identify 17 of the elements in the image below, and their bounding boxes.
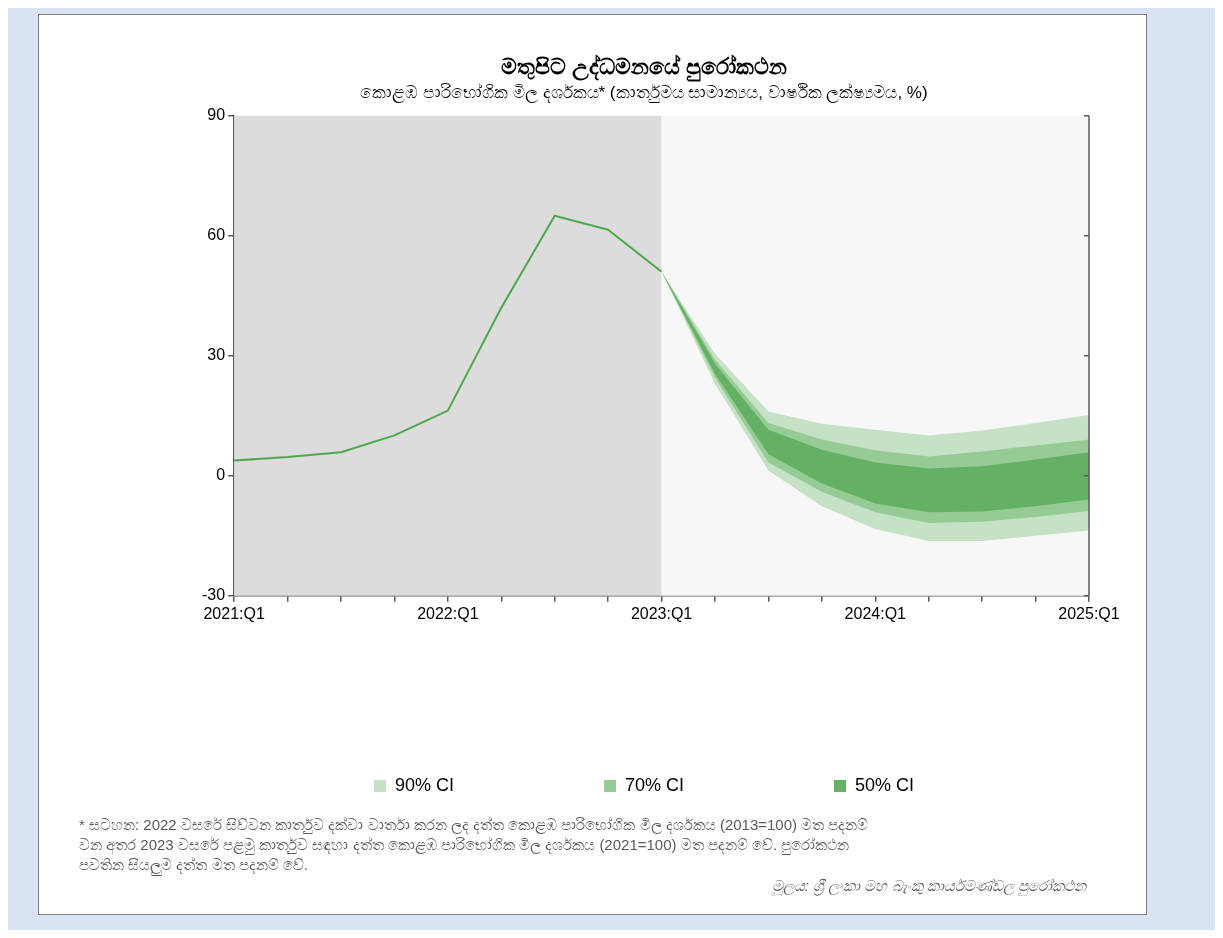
x-tick-label: 2025:Q1: [1058, 604, 1120, 622]
chart-title: මතුපිට උද්ධමනයේ පුරෝකථන: [500, 54, 788, 83]
x-tick-label: 2024:Q1: [844, 604, 907, 622]
text: * සටහන: 2022 වසරේ සිව්වන කාර්තුව දක්වා වාර්තා කරන ලද දත්ත කොළඹ පාරිභෝගික මිල දර්ශකය (2013=100) මත පදනම් වන අතර 2023 වසරේ පළමු කාර්තුව සඳහා දත්ත කොළඹ පාරිභෝගික මිල දර්ශකය (2021=100) මත පදනම් වේ. පුරෝකථන පවතින සියලුම දත්ත මත පදනම් වේ.: [79, 815, 869, 875]
x-tick-label: 2021:Q1: [203, 604, 265, 622]
x-tick-label: 2023:Q1: [630, 604, 693, 622]
x-tick-label: 2022:Q1: [417, 604, 479, 622]
text: මූලය: ශ්‍රී ලංකා මහ බැංකු කාර්යමණ්ඩල පුරෝකථන: [771, 877, 1086, 895]
y-tick-label: -30: [202, 586, 226, 604]
y-tick-label: 0: [216, 466, 226, 484]
y-tick-label: 30: [207, 346, 226, 364]
chart-subtitle: කොළඹ පාරිභෝගික මිල දර්ශකය* (කාර්තුමය සාමාන්‍යය, වාර්ෂික ලක්ෂ්‍යමය, %): [360, 83, 928, 104]
legend-label: 50% CI: [855, 774, 915, 795]
legend-label: 70% CI: [624, 774, 685, 795]
y-tick-label: 90: [207, 106, 226, 124]
y-tick-label: 60: [207, 226, 226, 244]
legend-label: 90% CI: [394, 774, 454, 795]
